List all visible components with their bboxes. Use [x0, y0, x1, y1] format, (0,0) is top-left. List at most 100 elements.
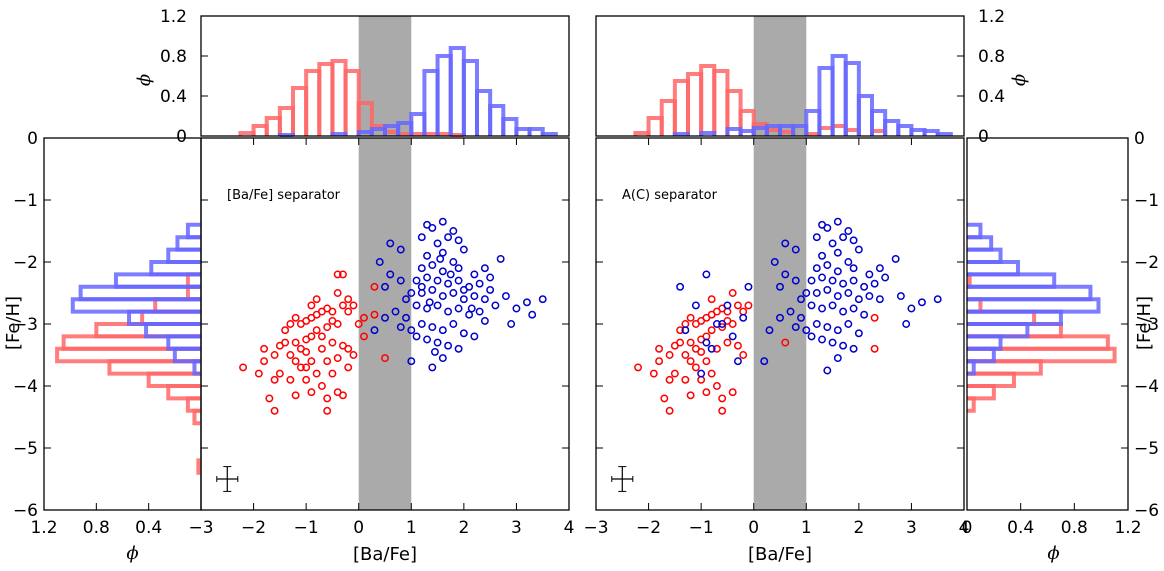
histogram-bin: [672, 132, 690, 136]
tick-label: −5: [13, 439, 38, 459]
data-point: [381, 313, 389, 322]
data-point: [739, 351, 748, 359]
histogram-bin: [540, 132, 558, 136]
data-point: [681, 351, 690, 359]
data-point: [312, 369, 321, 378]
histogram-bin: [192, 359, 201, 376]
data-point: [691, 344, 700, 353]
data-point: [370, 326, 379, 335]
data-point: [870, 279, 879, 288]
tick-label: −2: [636, 518, 661, 538]
data-point: [239, 363, 248, 372]
data-point: [480, 295, 489, 304]
data-point: [907, 304, 916, 313]
axis-label-phi: ϕ: [126, 543, 138, 564]
data-point: [438, 292, 447, 301]
data-point: [828, 239, 837, 248]
data-point: [844, 227, 853, 235]
data-point: [634, 363, 643, 372]
data-point: [660, 394, 669, 403]
data-point: [702, 388, 711, 397]
data-point: [681, 320, 690, 328]
data-point: [875, 264, 884, 273]
data-point: [275, 341, 284, 350]
data-point: [317, 332, 326, 341]
data-point: [459, 285, 468, 294]
data-point: [849, 304, 858, 313]
data-point: [770, 258, 779, 266]
histogram-bin: [172, 346, 201, 364]
tick-label: 0.4: [160, 87, 187, 107]
data-point: [828, 276, 837, 285]
histogram-bin: [330, 132, 348, 136]
data-point: [338, 391, 347, 400]
histogram-bin: [166, 384, 201, 401]
data-point: [459, 295, 468, 304]
data-point: [512, 304, 521, 313]
tick-label: 4: [959, 518, 970, 538]
data-point: [291, 357, 300, 366]
data-point: [338, 301, 347, 310]
tick-label: 2: [458, 518, 469, 538]
data-point: [307, 301, 316, 310]
data-point: [665, 351, 674, 359]
data-point: [691, 363, 700, 372]
data-point: [686, 313, 695, 322]
tick-label: −1: [689, 518, 714, 538]
shaded-band: [358, 138, 412, 510]
data-point: [670, 341, 679, 350]
data-point: [522, 298, 531, 307]
data-point: [707, 326, 716, 335]
data-point: [307, 388, 316, 397]
data-point: [781, 338, 790, 347]
data-point: [833, 267, 842, 276]
panel-annotation: [Ba/Fe] separator: [227, 188, 341, 203]
data-point: [386, 270, 395, 279]
data-point: [807, 276, 816, 285]
data-point: [870, 344, 879, 353]
tick-label: 1.2: [160, 7, 187, 27]
data-point: [333, 289, 342, 297]
data-point: [433, 239, 442, 248]
tick-label: −1: [1134, 191, 1159, 211]
data-point: [718, 394, 727, 403]
data-point: [812, 320, 821, 328]
data-point: [828, 338, 837, 347]
data-point: [260, 344, 269, 353]
data-point: [407, 326, 416, 335]
data-point: [428, 323, 437, 332]
data-point: [854, 245, 863, 254]
data-point: [454, 236, 463, 245]
data-point: [425, 298, 434, 307]
data-point: [433, 338, 442, 347]
data-point: [655, 344, 664, 353]
data-point: [302, 375, 311, 384]
data-point: [823, 285, 832, 294]
data-point: [807, 332, 816, 341]
data-point: [446, 270, 455, 279]
data-point: [354, 320, 363, 328]
data-point: [333, 354, 342, 363]
data-point: [902, 320, 911, 328]
data-point: [739, 307, 748, 316]
data-point: [375, 258, 384, 266]
tick-label: 0.8: [160, 47, 187, 67]
data-point: [428, 261, 437, 270]
data-point: [433, 276, 442, 285]
data-point: [428, 363, 437, 372]
data-point: [707, 344, 716, 353]
data-point: [459, 245, 468, 254]
data-point: [423, 273, 432, 282]
tick-label: −2: [241, 518, 266, 538]
data-point: [528, 310, 537, 319]
data-point: [733, 301, 742, 310]
data-point: [870, 313, 879, 322]
data-point: [360, 332, 368, 341]
data-point: [438, 326, 447, 335]
data-point: [649, 369, 658, 378]
tick-label: 0.4: [1007, 518, 1034, 538]
data-point: [381, 354, 389, 363]
data-point: [312, 326, 321, 335]
data-point: [833, 326, 842, 335]
data-point: [349, 301, 358, 310]
